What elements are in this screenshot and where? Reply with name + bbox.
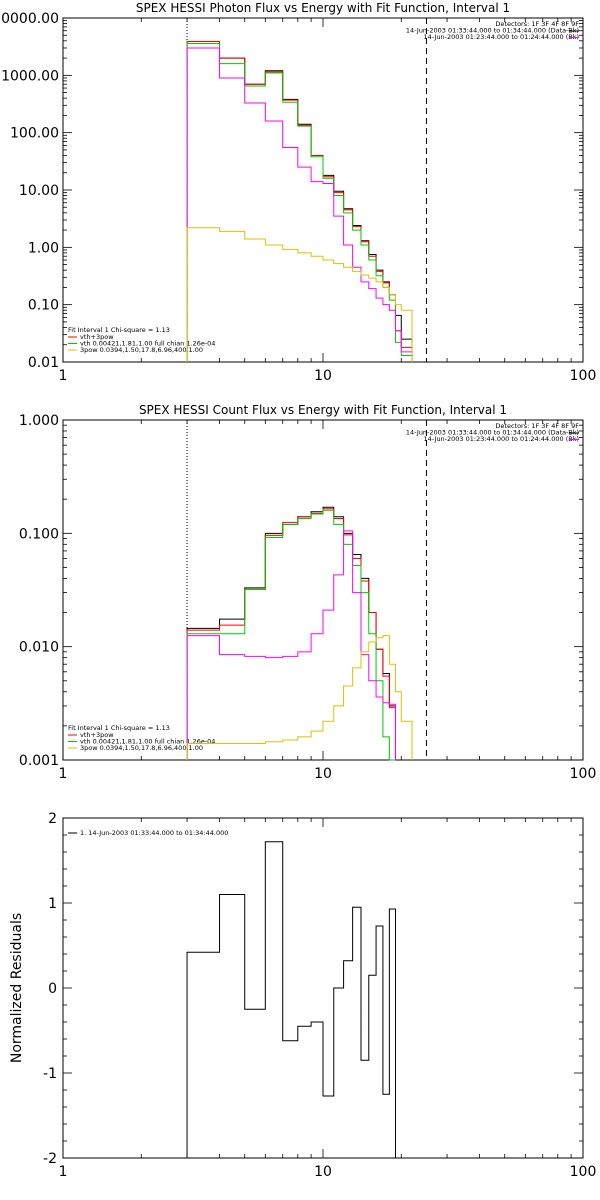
series-3pow	[186, 227, 413, 362]
y-tick-label: -1	[43, 1066, 57, 1082]
x-tick-label: 100	[570, 368, 597, 384]
y-tick-label: 1.00	[28, 240, 59, 256]
chart-title: SPEX HESSI Count Flux vs Energy with Fit…	[139, 403, 507, 417]
plot-frame	[62, 419, 584, 761]
y-tick-label: 0.10	[28, 298, 59, 314]
y-tick-label: 0000.00	[1, 11, 59, 27]
y-tick-label: 100.00	[10, 126, 59, 142]
fit-label: Fit Interval 1 Chi-square = 1.13	[68, 724, 170, 732]
x-tick-label: 10	[314, 1164, 332, 1180]
y-axis-label: Normalized Residuals	[9, 913, 25, 1063]
series-bk	[186, 47, 413, 362]
series-1-14-jun-2003-01-33-44-000-to-01-34-44-000	[186, 841, 396, 1158]
header-text: Detectors: 1F 3F 4F 8F 9F	[495, 20, 579, 28]
legend-entry: 3pow 0.0394,1.50,17.8,6.96,400,1.00	[80, 744, 203, 752]
header-text: 14-Jun-2003 01:33:44.000 to 01:34:44.000…	[406, 27, 579, 35]
legend-entry: vth+3pow	[80, 731, 114, 739]
chart-panel-2: 1 10 100 0.001 0.010 0.100 1.000 SPEX HESSI Cou…	[19, 403, 596, 782]
y-tick-label: 0.01	[28, 355, 59, 371]
legend-entry: 3pow 0.0394,1.50,17.8,6.96,400,1.00	[80, 346, 203, 354]
legend-entry: vth 0.00421,1.81,1.00 full chian 1.26e-0…	[80, 340, 215, 348]
legend-entry: vth 0.00421,1.81,1.00 full chian 1.26e-0…	[80, 738, 215, 746]
y-tick-label: 0	[48, 981, 57, 997]
series-vth	[186, 42, 413, 362]
series-vth-3pow	[186, 40, 413, 362]
fit-label: Fit Interval 1 Chi-square = 1.13	[68, 326, 170, 334]
x-tick-label: 100	[570, 1164, 597, 1180]
series-3pow	[186, 635, 413, 760]
legend-entry: vth+3pow	[80, 333, 114, 341]
series-vth	[186, 509, 396, 761]
x-tick-label: 1	[59, 368, 68, 384]
legend-entry: 1. 14-Jun-2003 01:33:44.000 to 01:34:44.…	[80, 829, 228, 837]
x-tick-label: 1	[59, 1164, 68, 1180]
plot-frame	[62, 17, 584, 363]
y-tick-label: 2	[48, 811, 57, 827]
header-text: 14-Jun-2003 01:33:44.000 to 01:34:44.000…	[406, 429, 579, 437]
x-tick-label: 10	[314, 368, 332, 384]
header-text: 14-Jun-2003 01:23:44.000 to 01:24:44.000…	[424, 435, 579, 443]
chart-panel-3: 1 10 100 -2 -1 0 1 2 Normalized Residuals 1. 14-J…	[9, 811, 596, 1180]
y-tick-label: 0.001	[19, 753, 59, 769]
plot-frame	[62, 817, 584, 1159]
y-tick-label: 0.100	[19, 526, 59, 542]
series-bk	[186, 530, 396, 760]
chart-panel-1: 1 10 100 0.01 0.10 1.00 10.00 100.00 1000.00 0000…	[1, 1, 596, 384]
x-tick-label: 10	[314, 766, 332, 782]
x-tick-label: 100	[570, 766, 597, 782]
y-tick-label: 10.00	[19, 183, 59, 199]
header-text: 14-Jun-2003 01:23:44.000 to 01:24:44.000…	[424, 33, 579, 41]
y-tick-label: 0.010	[19, 640, 59, 656]
header-text: Detectors: 1F 3F 4F 8F 9F	[495, 422, 579, 430]
series-data-bk	[186, 42, 413, 362]
y-tick-label: 1	[48, 896, 57, 912]
y-tick-label: 1.000	[19, 413, 59, 429]
y-tick-label: -2	[43, 1151, 57, 1167]
y-tick-label: 1000.00	[1, 68, 59, 84]
series-vth-3pow	[186, 508, 396, 760]
x-tick-label: 1	[59, 766, 68, 782]
chart-title: SPEX HESSI Photon Flux vs Energy with Fi…	[136, 1, 510, 15]
